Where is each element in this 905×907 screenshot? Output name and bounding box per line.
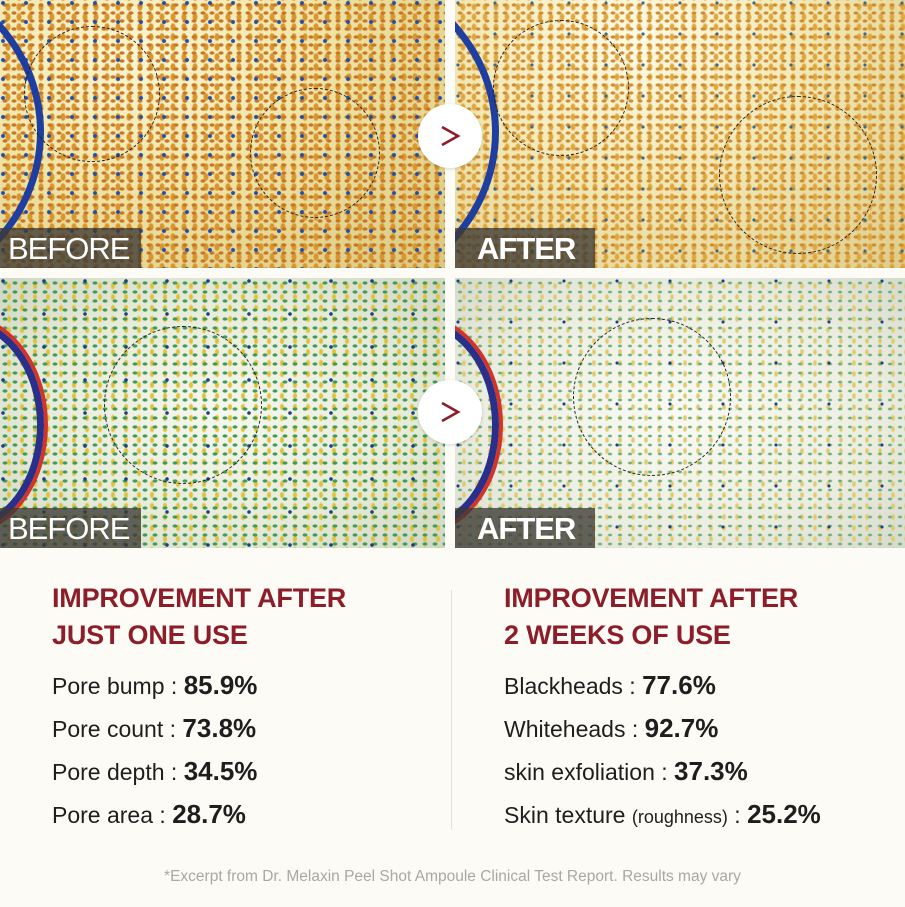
highlight-circle (24, 26, 160, 162)
heading-line: IMPROVEMENT AFTER (504, 583, 799, 613)
stat-pore-depth: Pore depth : 34.5% (52, 750, 346, 793)
one-use-heading: IMPROVEMENT AFTER JUST ONE USE (52, 580, 346, 654)
stat-label: skin exfoliation : (504, 759, 675, 785)
heading-line: 2 WEEKS OF USE (504, 620, 731, 650)
highlight-circle (719, 96, 877, 254)
stat-value: 28.7% (172, 799, 246, 829)
top-before-image: BEFORE (0, 0, 445, 268)
stat-skin-exfoliation: skin exfoliation : 37.3% (504, 750, 821, 793)
two-weeks-results: IMPROVEMENT AFTER 2 WEEKS OF USE Blackhe… (504, 580, 821, 836)
after-label: AFTER (455, 228, 596, 268)
stat-value: 77.6% (642, 670, 716, 700)
before-label: BEFORE (0, 508, 142, 548)
stat-label: Pore depth : (52, 759, 184, 785)
stat-separator: : (727, 802, 748, 828)
one-use-results: IMPROVEMENT AFTER JUST ONE USE Pore bump… (52, 580, 346, 836)
before-label: BEFORE (0, 228, 142, 268)
stat-value: 25.2% (747, 799, 821, 829)
stat-pore-count: Pore count : 73.8% (52, 707, 346, 750)
before-after-arrow (418, 380, 482, 444)
after-label: AFTER (455, 508, 596, 548)
two-weeks-heading: IMPROVEMENT AFTER 2 WEEKS OF USE (504, 580, 821, 654)
stat-pore-bump: Pore bump : 85.9% (52, 664, 346, 707)
bottom-before-image: BEFORE (0, 278, 445, 548)
highlight-circle (104, 326, 262, 484)
top-after-image: AFTER (455, 0, 905, 268)
heading-line: IMPROVEMENT AFTER (52, 583, 347, 613)
highlight-circle (250, 88, 380, 218)
stat-note: (roughness) (631, 807, 728, 827)
highlight-circle (573, 318, 731, 476)
stat-label: Pore area : (52, 802, 173, 828)
stat-value: 85.9% (183, 670, 258, 700)
stat-pore-area: Pore area : 28.7% (52, 793, 346, 836)
stat-value: 34.5% (183, 756, 258, 786)
stat-blackheads: Blackheads : 77.6% (504, 664, 821, 707)
heading-line: JUST ONE USE (52, 620, 248, 650)
stat-label: Pore count : (52, 716, 183, 742)
stat-label: Pore bump : (52, 673, 184, 699)
chevron-right-icon (441, 401, 461, 423)
stat-skin-texture: Skin texture (roughness) : 25.2% (504, 793, 821, 836)
stat-label: Skin texture (504, 802, 632, 828)
before-after-arrow (418, 104, 482, 168)
bottom-after-image: AFTER (455, 278, 905, 548)
highlight-circle (493, 20, 629, 156)
disclaimer-footnote: *Excerpt from Dr. Melaxin Peel Shot Ampo… (164, 868, 741, 885)
face-edge (0, 318, 44, 532)
stat-value: 92.7% (644, 713, 719, 743)
stat-label: Whiteheads : (504, 716, 645, 742)
stat-value: 37.3% (674, 756, 748, 786)
stat-label: Blackheads : (504, 673, 643, 699)
chevron-right-icon (441, 125, 461, 147)
column-divider (451, 590, 452, 830)
stat-value: 73.8% (182, 713, 257, 743)
stat-whiteheads: Whiteheads : 92.7% (504, 707, 821, 750)
face-edge (455, 0, 499, 268)
